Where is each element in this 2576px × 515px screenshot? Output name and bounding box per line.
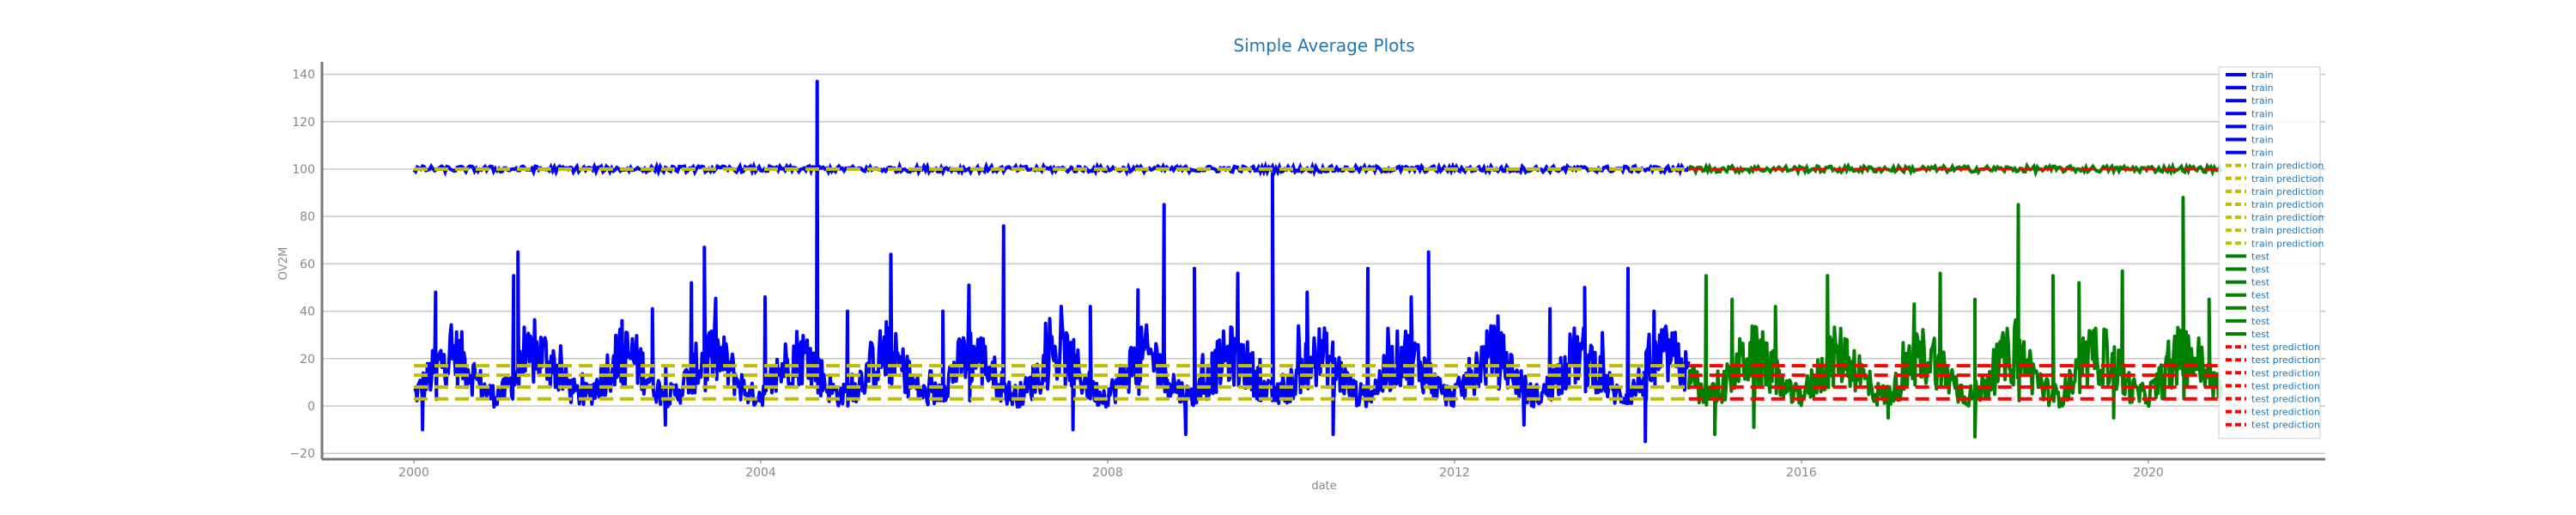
test-series-lower: [1686, 196, 2224, 439]
test-series-upper: [1686, 161, 2223, 179]
x-tick-label: 2000: [398, 466, 429, 480]
legend-label: train prediction: [2251, 238, 2324, 249]
legend-label: train prediction: [2251, 186, 2324, 197]
x-tick-label: 2012: [1439, 466, 1470, 480]
legend-label: test prediction: [2251, 394, 2320, 405]
legend-label: train: [2251, 95, 2274, 106]
legend-label: test prediction: [2251, 367, 2320, 379]
y-axis-label: OV2M: [277, 247, 290, 280]
x-tick-label: 2008: [1092, 466, 1123, 480]
legend-label: train: [2251, 121, 2274, 132]
legend-label: test: [2251, 316, 2270, 327]
plot-area: [412, 79, 2224, 444]
legend-label: train prediction: [2251, 173, 2324, 185]
legend-label: test: [2251, 290, 2270, 301]
legend-label: test prediction: [2251, 354, 2320, 366]
legend-label: test: [2251, 277, 2270, 288]
legend-label: train prediction: [2251, 199, 2324, 210]
legend-label: test prediction: [2251, 380, 2320, 391]
x-tick-label: 2020: [2133, 466, 2164, 480]
legend-label: train: [2251, 148, 2274, 159]
legend-label: test prediction: [2251, 407, 2320, 418]
x-axis-label: date: [1311, 480, 1336, 493]
legend-label: train prediction: [2251, 212, 2324, 223]
legend-label: test prediction: [2251, 342, 2320, 353]
legend-label: train: [2251, 82, 2274, 94]
legend-label: train prediction: [2251, 225, 2324, 236]
legend-box: [2218, 66, 2321, 439]
legend-label: test: [2251, 251, 2270, 262]
y-tick-label: 140: [292, 69, 315, 82]
legend-label: test: [2251, 303, 2270, 314]
legend-label: train: [2251, 108, 2274, 119]
x-tick-label: 2004: [745, 466, 776, 480]
y-tick-label: 20: [300, 353, 315, 367]
train-series-lower: [413, 79, 1691, 444]
axes: −20 0 20 40 60 80 100 120 140 2000 2004 2008 2012 201…: [289, 62, 2325, 480]
y-tick-label: 120: [292, 116, 315, 130]
legend-label: test prediction: [2251, 420, 2320, 431]
y-tick-label: 60: [300, 258, 315, 271]
grid-lines: [322, 73, 2325, 454]
legend-label: test: [2251, 329, 2270, 340]
y-tick-label: 40: [300, 306, 315, 319]
legend-label: train prediction: [2251, 161, 2324, 172]
x-tick-label: 2016: [1786, 466, 1817, 480]
y-tick-label: 80: [300, 210, 315, 224]
legend-label: train: [2251, 70, 2274, 81]
chart-title: Simple Average Plots: [1233, 35, 1414, 56]
legend-label: train: [2251, 135, 2274, 146]
legend-label: test: [2251, 264, 2270, 276]
y-tick-label: 100: [292, 163, 315, 177]
legend: traintraintraintraintraintraintraintrain…: [2218, 66, 2324, 439]
y-tick-label: 0: [307, 400, 315, 414]
y-tick-label: −20: [289, 447, 315, 461]
